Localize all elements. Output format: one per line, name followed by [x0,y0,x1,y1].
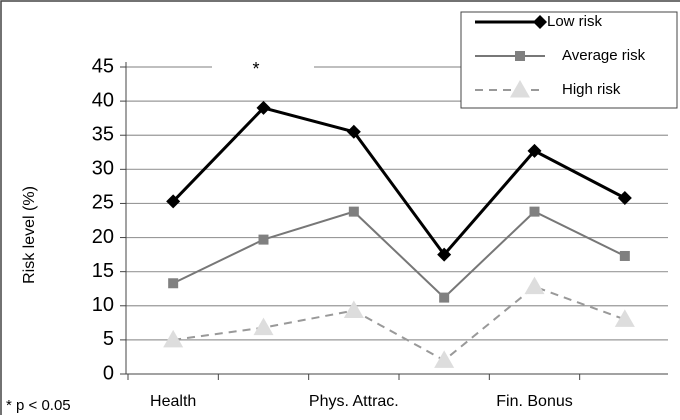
marker [527,143,542,158]
x-tick-label: Fin. Bonus [496,393,572,410]
y-tick-label: 25 [92,192,114,214]
annotation: * [252,59,259,79]
y-tick-label: 0 [103,362,114,384]
marker [166,194,181,209]
annotation: * p < 0.05 [6,397,71,414]
y-tick-label: 30 [92,158,114,180]
y-tick-label: 15 [92,260,114,282]
marker [346,124,361,139]
marker [168,278,179,289]
series-line [173,285,626,362]
legend-box [460,11,678,109]
marker [510,80,530,98]
x-tick-label: Health [150,393,196,410]
series-line [172,210,626,299]
marker [348,206,359,217]
y-tick-label: 20 [92,226,114,248]
annotation-bg [212,61,314,73]
marker [253,317,274,336]
legend-label: Low risk [547,13,603,30]
marker [524,276,545,295]
marker [437,247,452,262]
marker [163,329,184,348]
marker [434,350,455,368]
y-tick-label: 5 [103,328,114,350]
marker [439,292,450,303]
series-line [172,106,626,258]
marker [256,100,271,115]
marker [614,309,635,327]
legend-label: Average risk [562,47,646,64]
y-tick-label: 10 [92,294,114,316]
marker [617,190,632,205]
marker [515,51,525,61]
marker [343,300,364,319]
legend-label: High risk [562,81,621,98]
x-tick-label: Phys. Attrac. [309,393,399,410]
y-tick-label: 35 [92,124,114,146]
marker [258,234,269,245]
y-axis-label: Risk level (%) [21,186,38,284]
y-tick-label: 40 [92,89,114,111]
marker [529,206,540,217]
y-tick-label: 45 [92,55,114,77]
marker [619,250,630,261]
marker [533,15,547,29]
